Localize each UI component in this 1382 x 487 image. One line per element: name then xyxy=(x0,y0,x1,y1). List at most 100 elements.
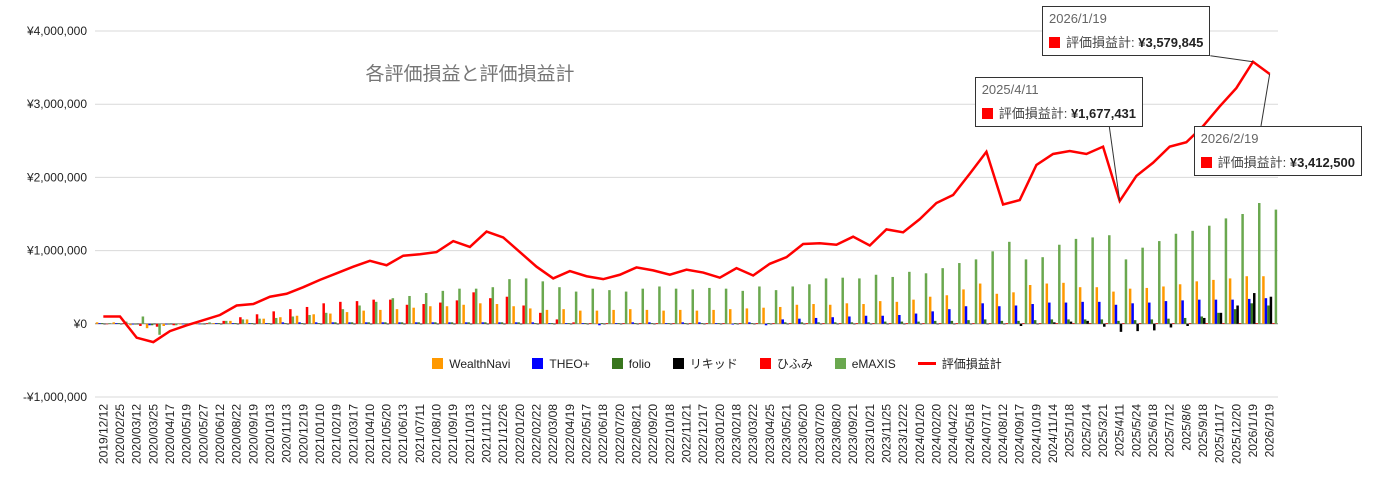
x-tick-label: 2020/05/27 xyxy=(196,404,210,464)
x-tick-label: 2023/12/22 xyxy=(896,404,910,464)
bar xyxy=(914,313,918,324)
bar xyxy=(862,304,865,324)
bar xyxy=(298,322,301,324)
bar xyxy=(1033,320,1037,324)
bar xyxy=(1255,323,1259,324)
x-tick-label: 2019/12/12 xyxy=(96,404,110,464)
bar xyxy=(1155,323,1159,324)
legend: WealthNavi THEO+ folio リキッド ひふみ eMAXIS 評価損益計 xyxy=(0,355,1382,372)
bar xyxy=(117,323,120,324)
bar xyxy=(119,323,123,325)
bar xyxy=(486,323,490,325)
bar xyxy=(1231,299,1234,324)
bar xyxy=(1267,305,1270,324)
x-tick-label: 2024/10/19 xyxy=(1029,404,1043,464)
legend-item: リキッド xyxy=(672,355,738,372)
bar xyxy=(258,318,261,324)
bar xyxy=(1069,321,1073,324)
bar xyxy=(783,322,787,324)
bar xyxy=(508,279,511,324)
bar xyxy=(1112,291,1115,324)
bar xyxy=(900,321,904,324)
bar xyxy=(586,323,590,325)
bar xyxy=(158,323,161,335)
bar xyxy=(688,323,692,324)
bar xyxy=(481,322,485,324)
bar xyxy=(564,323,568,324)
legend-swatch xyxy=(611,358,623,369)
bar xyxy=(398,322,401,324)
bar xyxy=(408,295,411,324)
bar xyxy=(919,323,923,325)
x-tick-label: 2024/04/22 xyxy=(946,404,960,464)
bar xyxy=(174,323,178,326)
bar xyxy=(203,323,206,325)
tooltip: 2025/4/11 評価損益計¥1,677,431 xyxy=(974,77,1144,127)
bar xyxy=(522,305,525,324)
bar xyxy=(291,316,295,324)
bar xyxy=(305,306,309,324)
bar xyxy=(1250,303,1254,324)
legend-swatch xyxy=(759,358,771,369)
chart-title: 各評価損益と評価損益計 xyxy=(365,63,574,85)
bar xyxy=(845,303,849,324)
bar xyxy=(1074,238,1078,324)
bar xyxy=(248,323,251,324)
bar xyxy=(491,287,495,324)
bar xyxy=(386,323,390,325)
bar xyxy=(569,323,573,325)
bar xyxy=(155,323,159,327)
bar xyxy=(872,323,875,324)
bar xyxy=(517,322,520,324)
x-tick-label: 2022/05/17 xyxy=(580,404,594,464)
x-tick-label: 2021/08/10 xyxy=(430,404,444,464)
bar xyxy=(858,278,861,324)
bar xyxy=(1150,319,1154,324)
bar xyxy=(334,322,337,324)
bar xyxy=(767,323,770,324)
x-tick-label: 2020/02/25 xyxy=(113,404,127,464)
bar xyxy=(1050,319,1054,324)
bar xyxy=(764,323,768,326)
bar xyxy=(1122,323,1125,324)
bar xyxy=(933,320,937,324)
bar xyxy=(150,323,154,326)
bar xyxy=(234,323,237,324)
bar xyxy=(814,317,818,324)
bar xyxy=(429,306,432,324)
bar xyxy=(1264,298,1268,324)
x-tick-label: 2025/2/14 xyxy=(1079,404,1093,458)
bar xyxy=(641,288,645,324)
bar xyxy=(619,323,623,325)
legend-item: WealthNavi xyxy=(432,355,510,372)
y-tick-label: ¥3,000,000 xyxy=(26,97,87,111)
bar xyxy=(769,323,773,325)
bar xyxy=(450,322,454,324)
bar xyxy=(1014,305,1018,324)
bar xyxy=(548,323,551,324)
bar xyxy=(236,323,240,325)
tooltip-value: ¥3,412,500 xyxy=(1289,155,1355,170)
bar xyxy=(924,273,928,324)
bar xyxy=(1022,323,1025,324)
bar xyxy=(600,323,604,324)
bar xyxy=(695,310,699,324)
bar xyxy=(405,304,409,324)
bar xyxy=(886,323,889,325)
bar xyxy=(331,322,335,324)
bar xyxy=(1219,312,1223,324)
bar xyxy=(534,323,537,324)
bar xyxy=(353,323,356,325)
bar xyxy=(758,286,761,324)
bar xyxy=(267,323,270,324)
bar xyxy=(474,288,478,324)
bar xyxy=(319,323,323,325)
bar xyxy=(458,288,461,324)
bar xyxy=(786,323,789,325)
bar xyxy=(998,306,1001,324)
bar xyxy=(505,296,509,324)
bar xyxy=(745,308,749,324)
bar xyxy=(467,322,470,324)
x-tick-label: 2024/11/14 xyxy=(1046,404,1060,463)
bar xyxy=(991,251,994,324)
